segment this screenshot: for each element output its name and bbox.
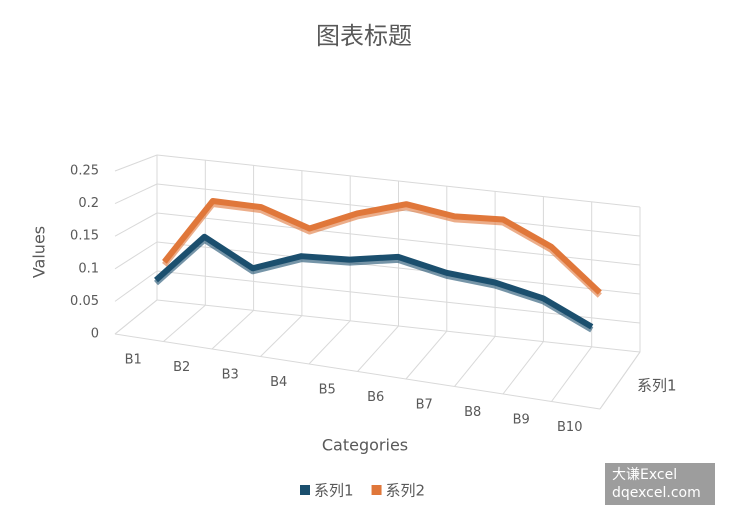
x-tick-label: B10 [557,420,582,435]
x-tick-label: B1 [125,352,142,367]
legend-label: 系列2 [386,482,426,500]
axis-line [114,333,601,410]
x-axis-title: Categories [322,436,408,455]
x-tick-label: B2 [173,360,190,375]
grid-line [308,320,351,365]
y-tick-label: 0.2 [78,196,99,211]
grid-line [114,241,158,270]
y-tick-label: 0 [91,327,99,342]
y-tick-label: 0.1 [78,261,99,276]
grid-line [502,341,544,395]
x-tick-label: B4 [270,375,287,390]
watermark-text: 大谦Excel [612,467,677,483]
depth-axis-label: 系列1 [637,377,677,395]
legend-swatch [371,485,382,495]
grid-line [454,336,496,387]
grid-line [405,330,448,380]
series-shadow [154,236,594,333]
x-tick-label: B7 [416,397,433,412]
grid-line [163,304,206,342]
chart-title: 图表标题 [316,22,412,50]
grid-line [114,154,158,172]
grid-line [357,325,399,372]
y-tick-label: 0.25 [70,164,99,179]
watermark-box [605,463,715,505]
series-line [154,233,594,330]
x-tick-label: B5 [319,382,336,397]
y-tick-label: 0.05 [70,294,99,309]
x-tick-label: B3 [222,367,239,382]
grid-line [114,270,158,302]
grid-line [114,212,158,237]
grid-line [114,299,158,335]
grid-line [551,346,593,402]
x-tick-label: B8 [464,405,481,420]
axis-line [599,351,641,410]
y-axis-title: Values [30,226,49,278]
grid-line [211,310,254,350]
x-tick-label: B6 [367,390,384,405]
y-tick-label: 0.15 [70,229,99,244]
series-line [162,198,602,295]
x-tick-label: B9 [513,412,530,427]
watermark-text: dqexcel.com [612,485,701,501]
legend-swatch [300,485,310,495]
grid-line [260,315,303,357]
grid-line [114,183,158,205]
legend-label: 系列1 [314,482,354,500]
